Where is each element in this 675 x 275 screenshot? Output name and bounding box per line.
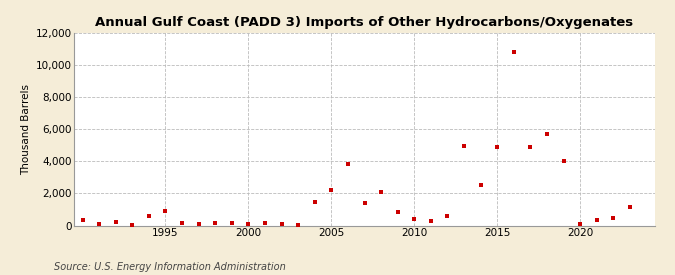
Point (624, 204, 635, 209)
Point (77, 218, 88, 222)
Point (392, 210, 403, 214)
Point (210, 221, 221, 226)
Point (177, 221, 188, 225)
Point (425, 219, 436, 223)
Point (243, 222, 254, 226)
Point (409, 216, 420, 221)
Text: Source: U.S. Energy Information Administration: Source: U.S. Energy Information Administ… (54, 262, 286, 272)
Point (442, 214, 453, 218)
Point (608, 216, 619, 220)
Point (94, 222, 105, 226)
Point (260, 221, 271, 226)
Point (525, 145, 536, 149)
Point (193, 222, 204, 226)
Point (276, 222, 287, 226)
Point (226, 221, 237, 226)
Point (508, 50, 519, 54)
Point (160, 209, 171, 214)
Title: Annual Gulf Coast (PADD 3) Imports of Other Hydrocarbons/Oxygenates: Annual Gulf Coast (PADD 3) Imports of Ot… (95, 16, 634, 29)
Point (326, 188, 337, 192)
Point (574, 222, 585, 226)
Point (293, 222, 304, 227)
Point (492, 145, 503, 149)
Point (458, 144, 469, 148)
Point (309, 200, 320, 204)
Point (359, 201, 370, 205)
Y-axis label: Thousand Barrels: Thousand Barrels (21, 84, 31, 175)
Point (475, 182, 486, 187)
Point (541, 132, 552, 136)
Point (127, 222, 138, 227)
Point (144, 214, 155, 218)
Point (591, 218, 602, 222)
Point (342, 161, 353, 166)
Point (110, 220, 121, 224)
Point (376, 190, 387, 194)
Point (558, 158, 569, 163)
